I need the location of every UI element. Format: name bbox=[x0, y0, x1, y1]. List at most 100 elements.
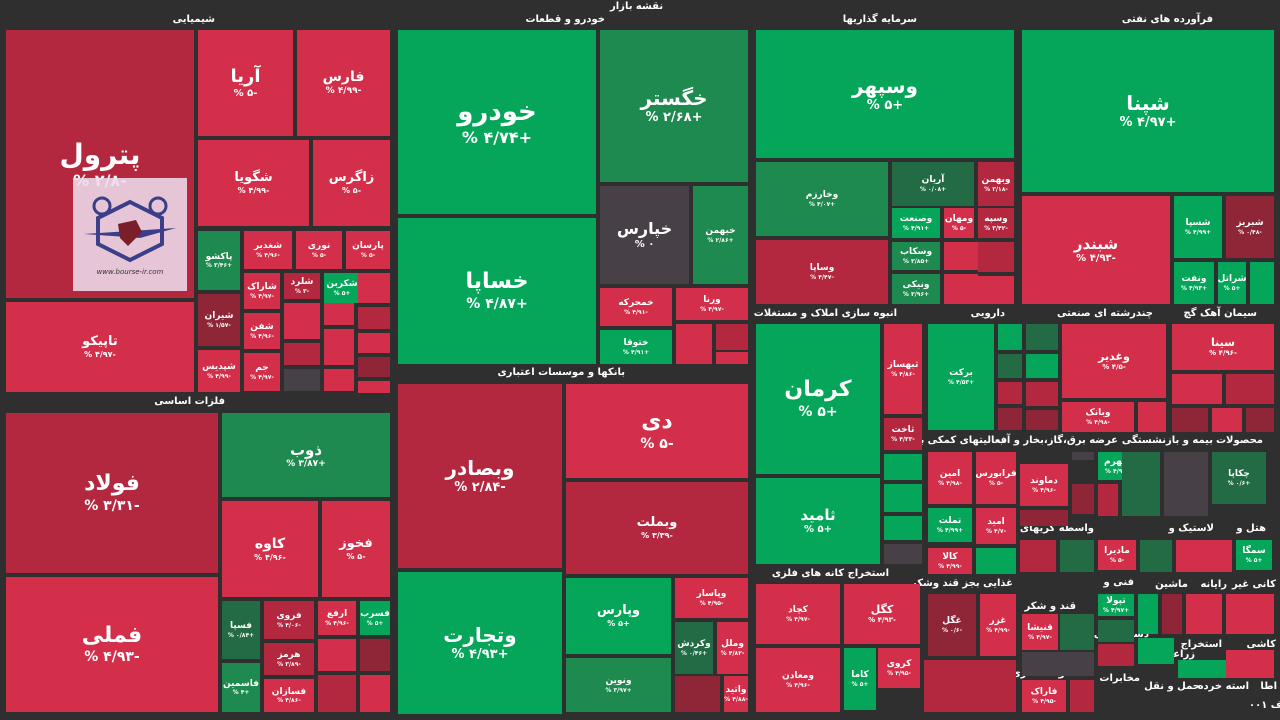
treemap-tile[interactable]: شگویا -۴/۹۹ % bbox=[198, 140, 309, 226]
treemap-tile[interactable]: خبهمن +۲/۸۶ % bbox=[693, 186, 748, 284]
treemap-tile[interactable]: وپارس +۵ % bbox=[566, 578, 671, 654]
treemap-tile[interactable]: جم -۴/۹۷ % bbox=[244, 353, 280, 391]
treemap-tile[interactable]: ختوقا +۴/۹۱ % bbox=[600, 330, 672, 364]
treemap-tile[interactable]: وسکاب +۳/۸۵ % bbox=[892, 242, 940, 270]
treemap-tile[interactable] bbox=[1176, 540, 1232, 572]
treemap-tile[interactable] bbox=[318, 675, 356, 712]
treemap-tile[interactable] bbox=[998, 354, 1022, 378]
treemap-tile[interactable]: خودرو +۴/۷۴ % bbox=[398, 30, 596, 214]
treemap-tile[interactable]: ثبهساز -۴/۸۶ % bbox=[884, 324, 922, 414]
treemap-tile[interactable]: فولاد -۳/۳۱ % bbox=[6, 413, 218, 573]
treemap-tile[interactable]: ثامید +۵ % bbox=[756, 478, 880, 564]
treemap-tile[interactable] bbox=[1098, 644, 1134, 666]
treemap-tile[interactable]: ومهان -۵ % bbox=[944, 208, 974, 238]
treemap-tile[interactable] bbox=[1122, 452, 1160, 516]
treemap-tile[interactable]: کگل -۴/۹۳ % bbox=[844, 584, 920, 644]
treemap-tile[interactable] bbox=[998, 324, 1022, 350]
treemap-tile[interactable] bbox=[358, 307, 390, 329]
treemap-tile[interactable] bbox=[1026, 382, 1058, 406]
treemap-tile[interactable] bbox=[360, 675, 390, 712]
treemap-tile[interactable] bbox=[1172, 374, 1222, 404]
treemap-tile[interactable] bbox=[978, 276, 1014, 304]
treemap-tile[interactable]: آریان +۰/۰۸ % bbox=[892, 162, 974, 206]
treemap-tile[interactable]: شکربن +۵ % bbox=[324, 273, 360, 303]
treemap-tile[interactable] bbox=[716, 352, 748, 364]
treemap-tile[interactable]: ورنا -۴/۹۷ % bbox=[676, 288, 748, 320]
treemap-tile[interactable]: وساپا -۴/۴۷ % bbox=[756, 240, 888, 304]
treemap-tile[interactable]: شسپا +۴/۹۹ % bbox=[1174, 196, 1222, 258]
treemap-tile[interactable] bbox=[324, 369, 354, 391]
treemap-tile[interactable]: تپولا +۴/۹۷ % bbox=[1098, 594, 1134, 616]
treemap-tile[interactable]: شپدیس -۴/۹۹ % bbox=[198, 350, 240, 392]
treemap-tile[interactable]: شراتل +۵ % bbox=[1218, 262, 1246, 304]
treemap-tile[interactable]: ارفع -۴/۹۶ % bbox=[318, 601, 356, 635]
treemap-tile[interactable] bbox=[1226, 650, 1274, 678]
treemap-tile[interactable] bbox=[1140, 540, 1172, 572]
treemap-tile[interactable]: خساپا +۴/۸۷ % bbox=[398, 218, 596, 364]
treemap-tile[interactable]: هرمز -۳/۸۹ % bbox=[264, 643, 314, 675]
treemap-tile[interactable]: فاراک -۴/۹۵ % bbox=[1022, 680, 1066, 712]
treemap-tile[interactable]: زاگرس -۵ % bbox=[313, 140, 390, 226]
treemap-tile[interactable] bbox=[318, 639, 356, 671]
treemap-tile[interactable]: وتجارت +۴/۹۳ % bbox=[398, 572, 562, 714]
treemap-tile[interactable] bbox=[284, 303, 320, 339]
treemap-tile[interactable]: وبانک -۴/۹۸ % bbox=[1062, 402, 1134, 432]
treemap-tile[interactable] bbox=[1098, 484, 1118, 516]
treemap-tile[interactable] bbox=[1162, 594, 1182, 634]
treemap-tile[interactable]: کرمان +۵ % bbox=[756, 324, 880, 474]
treemap-tile[interactable] bbox=[998, 408, 1022, 430]
treemap-tile[interactable] bbox=[1022, 652, 1094, 676]
treemap-tile[interactable] bbox=[944, 274, 978, 304]
treemap-tile[interactable]: فسرب +۵ % bbox=[360, 601, 390, 635]
treemap-tile[interactable]: شیران -۱/۵۷ % bbox=[198, 294, 240, 346]
treemap-tile[interactable]: امید -۴/۷ % bbox=[976, 508, 1016, 544]
treemap-tile[interactable] bbox=[884, 484, 922, 512]
treemap-tile[interactable]: خگستر +۲/۶۸ % bbox=[600, 30, 748, 182]
treemap-tile[interactable] bbox=[1070, 680, 1094, 712]
treemap-tile[interactable] bbox=[884, 544, 922, 564]
treemap-tile[interactable] bbox=[978, 242, 1014, 272]
treemap-tile[interactable] bbox=[1164, 452, 1208, 516]
treemap-tile[interactable]: ثاخت -۴/۳۳ % bbox=[884, 418, 922, 450]
treemap-tile[interactable]: تاپیکو -۴/۹۷ % bbox=[6, 302, 194, 392]
treemap-tile[interactable]: خپارس ۰ % bbox=[600, 186, 689, 284]
treemap-tile[interactable]: دی -۵ % bbox=[566, 384, 748, 478]
treemap-tile[interactable] bbox=[1072, 484, 1094, 514]
treemap-tile[interactable]: وسپهر +۵ % bbox=[756, 30, 1014, 158]
treemap-tile[interactable]: شبندر -۴/۹۳ % bbox=[1022, 196, 1170, 304]
treemap-tile[interactable] bbox=[1060, 614, 1094, 650]
treemap-tile[interactable]: کالا -۴/۹۹ % bbox=[928, 548, 972, 574]
treemap-tile[interactable]: وبصادر -۲/۸۴ % bbox=[398, 384, 562, 568]
treemap-tile[interactable]: کاوه -۴/۹۶ % bbox=[222, 501, 318, 597]
treemap-tile[interactable] bbox=[358, 357, 390, 377]
treemap-tile[interactable]: ونوین +۳/۹۷ % bbox=[566, 658, 671, 712]
treemap-tile[interactable] bbox=[1172, 408, 1208, 432]
treemap-tile[interactable]: کروی -۴/۹۵ % bbox=[878, 648, 920, 688]
treemap-tile[interactable]: فسازان -۴/۸۶ % bbox=[264, 679, 314, 712]
treemap-tile[interactable]: ذوب +۳/۸۷ % bbox=[222, 413, 390, 497]
treemap-tile[interactable]: شفن -۴/۹۶ % bbox=[244, 313, 280, 349]
treemap-tile[interactable] bbox=[284, 343, 320, 365]
treemap-tile[interactable] bbox=[358, 273, 390, 303]
treemap-tile[interactable] bbox=[676, 324, 712, 364]
treemap-tile[interactable]: کچاد -۴/۹۷ % bbox=[756, 584, 840, 644]
treemap-tile[interactable] bbox=[1212, 408, 1242, 432]
treemap-tile[interactable] bbox=[944, 242, 978, 270]
treemap-tile[interactable]: فارس -۴/۹۹ % bbox=[297, 30, 390, 136]
treemap-tile[interactable]: وکردش +۰/۴۶ % bbox=[675, 622, 713, 674]
treemap-tile[interactable] bbox=[1178, 660, 1226, 678]
treemap-tile[interactable] bbox=[716, 324, 748, 350]
treemap-tile[interactable] bbox=[1072, 452, 1094, 460]
treemap-tile[interactable] bbox=[1138, 402, 1166, 432]
treemap-tile[interactable]: وغدیر -۴/۵ % bbox=[1062, 324, 1166, 398]
treemap-tile[interactable]: غگل -۰/۶ % bbox=[928, 594, 976, 656]
treemap-tile[interactable]: برکت +۴/۵۳ % bbox=[928, 324, 994, 430]
treemap-tile[interactable] bbox=[324, 329, 354, 365]
treemap-tile[interactable]: شبریز -۰/۴۸ % bbox=[1226, 196, 1274, 258]
treemap-tile[interactable]: شلرد -۳ % bbox=[284, 273, 320, 299]
treemap-tile[interactable] bbox=[1020, 540, 1056, 572]
treemap-tile[interactable] bbox=[1026, 410, 1058, 430]
treemap-tile[interactable] bbox=[324, 303, 354, 325]
treemap-tile[interactable]: غزر -۴/۹۹ % bbox=[980, 594, 1016, 656]
treemap-tile[interactable] bbox=[1026, 354, 1058, 378]
